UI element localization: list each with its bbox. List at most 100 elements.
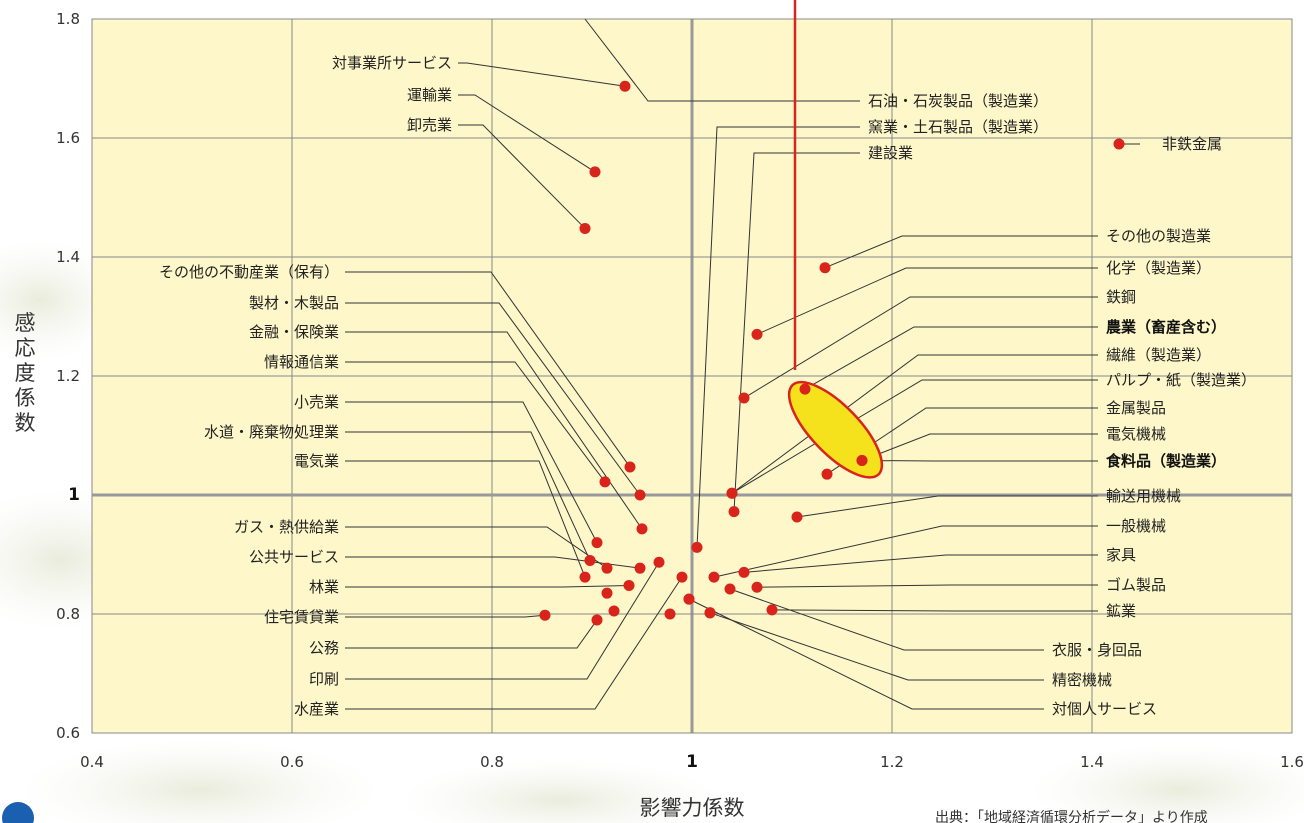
leader-line <box>345 271 631 468</box>
point-label: 金属製品 <box>1106 399 1166 417</box>
point-label: 化学（製造業） <box>1106 259 1211 277</box>
leader-line <box>688 598 1044 710</box>
point-label: 製材・木製品 <box>249 294 339 312</box>
data-point <box>738 566 750 578</box>
y-tick-label: 1.4 <box>56 248 80 266</box>
point-label: 小売業 <box>294 393 339 411</box>
point-label: 情報通信業 <box>264 353 339 371</box>
data-point <box>653 556 665 568</box>
data-point <box>791 511 803 523</box>
data-point <box>728 506 740 518</box>
x-tick-label: 1.6 <box>1280 753 1304 771</box>
leader-line <box>345 619 598 649</box>
leader-line <box>743 296 1098 399</box>
point-label: パルプ・紙（製造業） <box>1106 371 1256 389</box>
point-label: 窯業・土石製品（製造業） <box>868 118 1048 136</box>
point-label: 石油・石炭製品（製造業） <box>868 92 1048 110</box>
leader-line <box>729 588 1044 651</box>
point-label: 対個人サービス <box>1052 700 1157 718</box>
data-point <box>636 523 648 535</box>
point-label: 電気業 <box>294 452 339 470</box>
data-point <box>724 583 736 595</box>
leader-line <box>345 460 586 578</box>
data-point <box>708 571 720 583</box>
leader-line <box>861 459 1098 462</box>
point-label: 水産業 <box>294 700 339 718</box>
leader-line <box>796 495 1098 518</box>
point-label: 公務 <box>309 639 339 657</box>
data-point <box>591 614 603 626</box>
data-point <box>589 166 601 178</box>
data-point <box>766 604 778 616</box>
data-point <box>634 562 646 574</box>
y-tick-label: 1.6 <box>56 129 80 147</box>
data-point <box>676 571 688 583</box>
data-point <box>601 562 613 574</box>
x-tick-label: 1 <box>686 752 698 772</box>
leader-line <box>345 614 546 618</box>
leader-line <box>771 609 1098 612</box>
data-point <box>691 541 703 553</box>
x-tick-label: 0.6 <box>280 753 304 771</box>
point-label: 家具 <box>1106 546 1136 564</box>
leader-line <box>756 267 1098 335</box>
point-label: 水道・廃棄物処理業 <box>204 423 339 441</box>
leader-line <box>824 235 1098 269</box>
axis-ticks: 0.4 0.6 0.8 1 1.2 1.4 1.60.60.811.21.41.61.8 <box>56 10 1304 772</box>
leader-line <box>731 354 1098 494</box>
point-label: 輸送用機械 <box>1106 487 1181 505</box>
data-point <box>601 587 613 599</box>
leader-line <box>861 433 1098 461</box>
y-tick-label: 1.2 <box>56 367 80 385</box>
leader-line <box>345 526 608 569</box>
leader-line <box>733 152 860 512</box>
y-tick-label: 0.8 <box>56 605 80 623</box>
leader-line <box>345 556 641 569</box>
grid-lines <box>91 18 1293 734</box>
leader-line <box>709 612 1044 681</box>
point-label: 精密機械 <box>1052 671 1112 689</box>
x-axis-title: 影響力係数 <box>640 796 745 820</box>
data-point <box>623 579 635 591</box>
data-point <box>819 262 831 274</box>
data-point <box>751 581 763 593</box>
source-note: 出典：「地域経済循環分析データ」より作成 <box>935 809 1208 823</box>
data-points <box>539 80 1125 626</box>
point-label: 鉱業 <box>1106 602 1136 620</box>
y-tick-label: 1 <box>68 485 80 505</box>
leader-line <box>713 525 1098 578</box>
point-label: 繊維（製造業） <box>1106 346 1211 364</box>
x-tick-label: 1.4 <box>1080 753 1104 771</box>
leader-line <box>345 302 641 496</box>
data-point <box>619 80 631 92</box>
page-marker-icon <box>2 802 34 823</box>
data-point <box>591 537 603 549</box>
point-label: ゴム製品 <box>1106 576 1166 594</box>
data-point <box>704 607 716 619</box>
highlight-ellipse <box>787 0 884 479</box>
point-label: 対事業所サービス <box>332 54 452 72</box>
data-point <box>584 554 596 566</box>
leader-line <box>458 94 596 173</box>
data-point <box>821 468 833 480</box>
leader-line <box>345 576 683 710</box>
point-label: 農業（畜産含む） <box>1106 318 1226 336</box>
point-label: 卸売業 <box>407 116 452 134</box>
point-label: 非鉄金属 <box>1162 135 1222 153</box>
leader-line <box>696 126 860 548</box>
point-label: 建設業 <box>868 144 913 162</box>
leader-line <box>458 124 586 229</box>
x-tick-label: 0.8 <box>480 753 504 771</box>
point-label: 運輸業 <box>407 86 452 104</box>
point-label: 金融・保険業 <box>249 323 339 341</box>
leader-line <box>804 326 1098 390</box>
data-point <box>1113 138 1125 150</box>
data-point <box>579 571 591 583</box>
leader-line <box>345 331 643 530</box>
leader-line <box>731 379 1098 494</box>
point-label: 一般機械 <box>1106 517 1166 535</box>
y-tick-label: 0.6 <box>56 724 80 742</box>
point-label: 電気機械 <box>1106 425 1166 443</box>
data-point <box>726 487 738 499</box>
